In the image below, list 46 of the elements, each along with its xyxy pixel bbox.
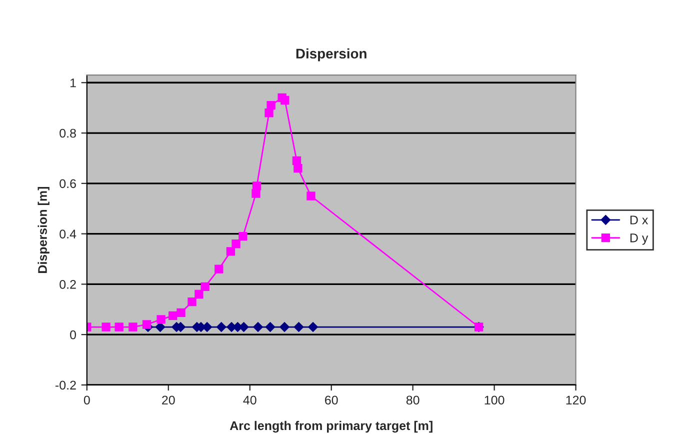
y-tick-label: 0 [70, 330, 76, 340]
point [294, 322, 304, 332]
y-tick-label: 1 [70, 78, 76, 88]
point [252, 182, 262, 190]
point [128, 322, 138, 332]
point [142, 320, 152, 329]
x-axis-title: Arc length from primary target [m] [230, 420, 432, 433]
x-tick-label: 80 [406, 396, 420, 405]
y-tick-label: 0.2 [60, 280, 76, 289]
chart-title: Dispersion [296, 48, 366, 62]
point [214, 264, 224, 274]
point [200, 282, 210, 292]
point [216, 322, 226, 332]
y-tick-label: 0.8 [60, 128, 76, 138]
x-tick-label: 120 [566, 396, 586, 405]
x-tick-label: 40 [243, 396, 256, 405]
point [156, 315, 166, 324]
point [226, 247, 236, 256]
point [102, 322, 110, 332]
point [188, 297, 196, 306]
point [280, 96, 290, 105]
point [294, 164, 302, 173]
point [280, 322, 290, 332]
point [232, 240, 240, 248]
point [194, 290, 204, 299]
point [264, 108, 274, 118]
legend-label: D x [630, 216, 648, 224]
y-tick-label: 0.4 [60, 230, 76, 238]
x-tick-label: 0 [84, 396, 90, 405]
point [114, 322, 124, 332]
y-tick-label: -0.2 [56, 380, 76, 390]
x-tick-label: 60 [325, 396, 338, 405]
point [252, 189, 260, 198]
x-tick-label: 20 [162, 396, 175, 405]
legend-label: D y [630, 234, 648, 245]
point [265, 322, 276, 332]
point [266, 100, 276, 110]
x-tick-label: 100 [484, 396, 504, 405]
point [176, 308, 186, 317]
point [238, 232, 248, 241]
point [306, 192, 316, 200]
point [168, 311, 178, 320]
point [253, 322, 263, 332]
y-tick-label: 0.6 [60, 179, 76, 188]
y-axis-title: Dispersion [m] [38, 186, 50, 273]
point [308, 322, 318, 332]
